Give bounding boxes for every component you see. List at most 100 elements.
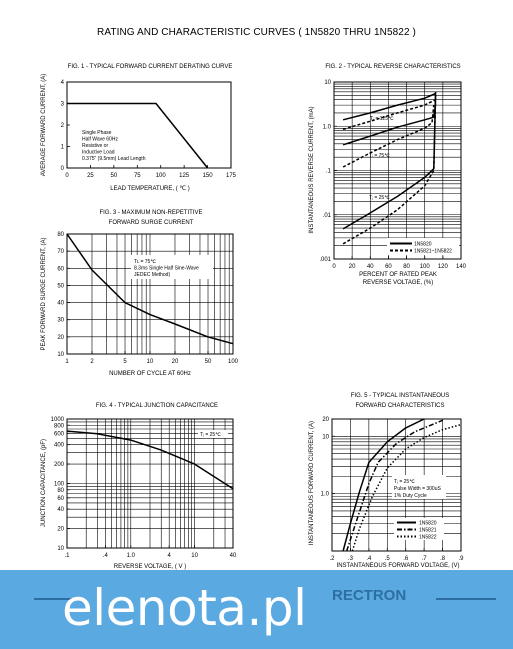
x-tick-label: .9	[458, 556, 464, 562]
y-tick-label: 10	[57, 352, 64, 358]
x-tick-label: 10	[147, 359, 154, 365]
y-tick-label: 40	[57, 507, 64, 513]
y-tick-label: 70	[57, 249, 64, 255]
y-tick-label: 50	[57, 283, 64, 289]
chart-annotation: 1% Duty Cycle	[394, 493, 427, 499]
x-tick-label: 100	[156, 173, 167, 179]
legend-label: 1N5820	[419, 521, 437, 527]
y-tick-label: 1	[61, 145, 65, 151]
x-tick-label: .2	[329, 556, 335, 562]
chart-annotation: JEDEC Method)	[134, 272, 170, 278]
x-tick-label: 2	[90, 359, 94, 365]
x-tick-label: 100	[228, 359, 239, 365]
y-axis-label: JUNCTION CAPACITANCE, (pF)	[41, 439, 47, 527]
series-line	[342, 105, 435, 168]
series-line	[66, 430, 234, 490]
x-tick-label: 50	[205, 359, 212, 365]
footer-line	[34, 598, 76, 600]
series-line	[342, 98, 436, 131]
chart-title: FORWARD CHARACTERISTICS	[355, 403, 444, 409]
y-tick-label: 80	[57, 232, 64, 238]
y-tick-label: 1000	[51, 417, 65, 423]
y-tick-label: 60	[57, 496, 64, 502]
y-tick-label: 10	[322, 434, 329, 440]
series-line	[66, 233, 234, 345]
y-tick-label: .001	[319, 257, 331, 263]
chart-title: FORWARD SURGE CURRENT	[109, 220, 194, 226]
chart-annotation: Single Phase	[82, 130, 112, 136]
x-tick-label: .7	[422, 556, 428, 562]
x-tick-label: .6	[403, 556, 409, 562]
y-tick-label: 10	[324, 80, 331, 86]
chart-annotation: Tⱼ = 125℃	[370, 116, 394, 122]
annotation-box	[392, 475, 446, 499]
x-tick-label: 5	[123, 359, 127, 365]
y-tick-label: 30	[57, 318, 64, 324]
y-tick-label: 200	[54, 462, 65, 468]
x-tick-label: 0	[65, 173, 69, 179]
y-tick-label: 100	[54, 482, 65, 488]
series-line	[342, 103, 437, 146]
chart-annotation: Half Wave 60Hz	[82, 137, 118, 143]
legend-label: 1N5821	[419, 528, 437, 534]
x-tick-label: 75	[134, 173, 141, 179]
chart-title: FIG. 5 - TYPICAL INSTANTANEOUS	[351, 393, 449, 399]
x-tick-label: 50	[111, 173, 118, 179]
legend-label: 1N5821~1N5822	[414, 249, 452, 255]
x-axis-label: NUMBER OF CYCLE AT 60Hz	[109, 371, 191, 377]
x-tick-label: .5	[385, 556, 391, 562]
x-tick-label: 175	[226, 173, 237, 179]
x-tick-label: 1.0	[127, 553, 136, 559]
y-tick-label: 3	[61, 102, 65, 108]
y-tick-label: 80	[57, 488, 64, 494]
x-tick-label: 10	[191, 553, 198, 559]
x-axis-label: REVERSE VOLTAGE, ( V )	[114, 564, 186, 570]
y-tick-label: 0	[61, 166, 65, 172]
x-tick-label: .3	[348, 556, 354, 562]
y-tick-label: 10	[57, 546, 64, 552]
footer-banner: elenota.pl RECTRON	[0, 570, 513, 649]
x-tick-label: 140	[456, 264, 467, 270]
x-tick-label: 150	[203, 173, 214, 179]
chart-annotation: Tⱼ = 25℃	[200, 432, 221, 438]
x-tick-label: 100	[420, 264, 431, 270]
x-tick-label: 60	[385, 264, 392, 270]
footer-line	[436, 598, 496, 600]
annotation-box	[131, 255, 213, 279]
x-axis-label: INSTANTANEOUS FORWARD VOLTAGE, (V)	[337, 563, 460, 569]
chart-annotation: Tʟ = 75℃	[134, 259, 156, 265]
plot-frame	[331, 418, 462, 552]
x-axis-label: LEAD TEMPERATURE, ( ℃ )	[110, 186, 190, 192]
x-tick-label: .4	[103, 553, 109, 559]
series-line	[342, 95, 437, 245]
y-tick-label: 20	[57, 527, 64, 533]
y-tick-label: 20	[322, 417, 329, 423]
brand-watermark: elenota.pl	[62, 579, 307, 637]
x-axis-label: REVERSE VOLTAGE, (%)	[363, 280, 433, 286]
y-axis-label: INSTANTANEOUS REVERSE CURRENT, (mA)	[309, 106, 315, 233]
x-tick-label: 20	[349, 264, 356, 270]
chart-annotation: Resistive or	[82, 143, 108, 149]
chart-annotation: Tⱼ = 25℃	[369, 195, 390, 201]
x-tick-label: 1	[65, 359, 69, 365]
chart-annotation: 8.3ms Single Half Sine-Wave	[134, 266, 199, 272]
x-tick-label: 80	[403, 264, 410, 270]
legend-label: 1N5820	[414, 242, 432, 248]
series-line	[351, 423, 462, 552]
y-tick-label: 40	[57, 301, 64, 307]
series-line	[342, 418, 425, 552]
chart-title: FIG. 3 - MAXIMUM NON-REPETITIVE	[99, 210, 202, 216]
chart-annotation: Pulse Width = 300uS	[394, 486, 441, 492]
y-tick-label: 400	[54, 443, 65, 449]
y-axis-label: AVERAGE FORWARD CURRENT, (A)	[41, 74, 47, 177]
x-tick-label: 40	[230, 553, 237, 559]
y-tick-label: 800	[54, 423, 65, 429]
chart-annotation: 0.375" (9.5mm) Lead Length	[82, 156, 146, 162]
x-tick-label: 25	[87, 173, 94, 179]
y-tick-label: 1.0	[321, 492, 330, 498]
chart-title: FIG. 2 - TYPICAL REVERSE CHARACTERISTICS	[325, 64, 460, 70]
chart-annotation: Tⱼ = 75℃	[369, 153, 390, 159]
x-tick-label: .8	[440, 556, 446, 562]
chart-title: FIG. 4 - TYPICAL JUNCTION CAPACITANCE	[96, 403, 218, 409]
